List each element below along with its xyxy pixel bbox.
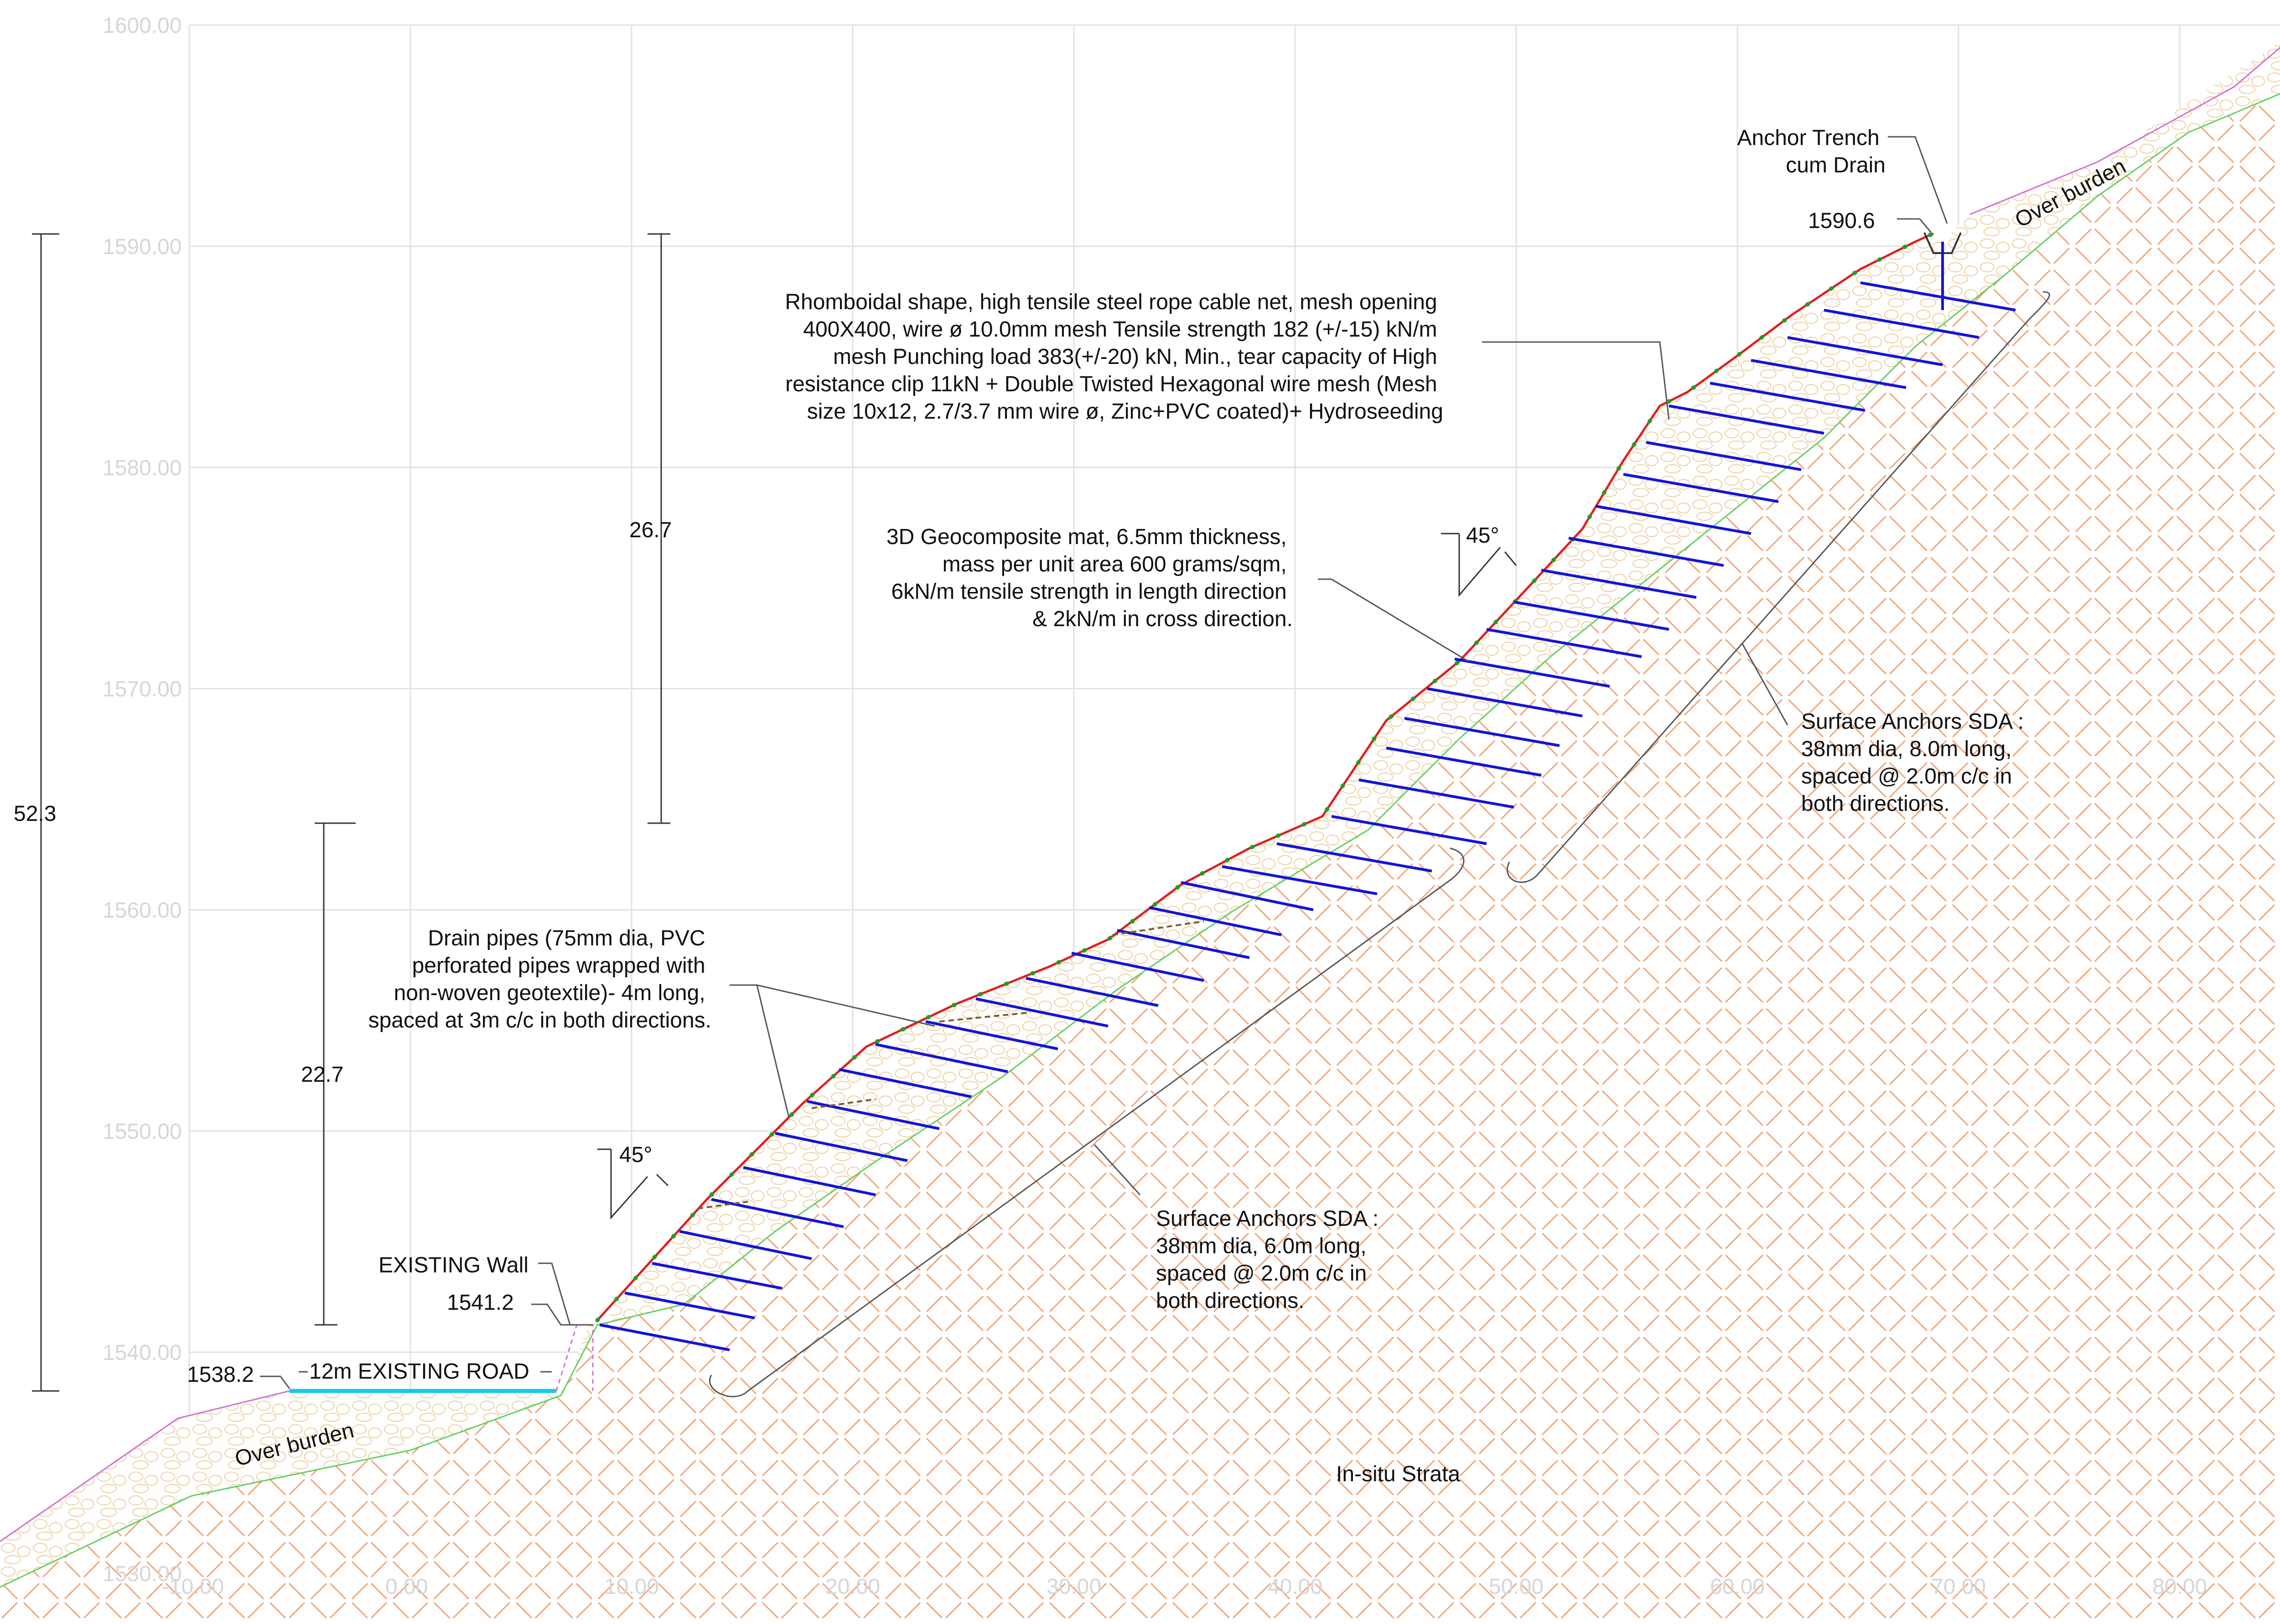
road-label: 12m EXISTING ROAD (309, 1359, 529, 1384)
anchors-lower-note: Surface Anchors SDA : 38mm dia, 6.0m lon… (1156, 1207, 1385, 1313)
dimension-upper-label: 26.7 (629, 518, 672, 542)
crest-level-label: 1590.6 (1808, 209, 1875, 233)
x-tick-70: 70.00 (1931, 1575, 1986, 1599)
slope-facing (596, 232, 1934, 1321)
x-tick-40: 40.00 (1268, 1575, 1322, 1599)
x-tick-10: 10.00 (604, 1575, 659, 1599)
anchor-lower-brace (709, 847, 1465, 1397)
angle-marker-lower (597, 1148, 648, 1219)
x-tick-20: 20.00 (825, 1575, 880, 1599)
ground-surface-line-upper (1969, 47, 2280, 215)
y-tick-1580: 1580.00 (103, 456, 182, 480)
x-tick-50: 50.00 (1489, 1575, 1544, 1599)
angle-lower-label: 45° (619, 1143, 653, 1167)
y-tick-1590: 1590.00 (103, 235, 182, 259)
angle-marker-lower-arc (656, 1173, 669, 1187)
angle-upper-label: 45° (1466, 524, 1499, 548)
drain-pipes (697, 920, 1204, 1209)
cable-net-note: Rhomboidal shape, high tensile steel rop… (785, 290, 1443, 424)
x-tick-0: 0.00 (385, 1575, 428, 1599)
y-tick-1540: 1540.00 (103, 1341, 182, 1365)
road-level-label: 1538.2 (187, 1363, 254, 1387)
x-tick-m10: -10.00 (162, 1575, 224, 1599)
insitu-label: In-situ Strata (1336, 1462, 1460, 1486)
angle-marker-upper-arc (1504, 551, 1517, 566)
y-tick-1600: 1600.00 (103, 14, 182, 38)
geocomposite-note: 3D Geocomposite mat, 6.5mm thickness, ma… (886, 525, 1293, 631)
drain-pipes-note: Drain pipes (75mm dia, PVC perforated pi… (368, 926, 711, 1033)
wall-label: EXISTING Wall (378, 1253, 529, 1277)
x-tick-60: 60.00 (1710, 1575, 1765, 1599)
dimension-lower-label: 22.7 (301, 1063, 343, 1087)
anchors-upper (1222, 281, 2016, 895)
wall-top-level-label: 1541.2 (447, 1291, 514, 1315)
dimension-lower (315, 822, 356, 1326)
dimension-upper (648, 233, 670, 824)
dimension-total-label: 52.3 (14, 802, 56, 826)
ground-surface-line (0, 1390, 290, 1542)
anchors-upper-note: Surface Anchors SDA : 38mm dia, 8.0m lon… (1801, 710, 2030, 816)
angle-marker-upper (1441, 533, 1501, 597)
x-tick-80: 80.00 (2152, 1575, 2207, 1599)
dimension-total (32, 233, 59, 1392)
y-axis-labels: 1530.00 1540.00 1550.00 1560.00 1570.00 … (103, 14, 182, 1586)
y-tick-1560: 1560.00 (103, 898, 182, 923)
overburden-layer (0, 42, 2280, 1587)
y-tick-1570: 1570.00 (103, 677, 182, 701)
x-axis-labels: -10.00 0.00 10.00 20.00 30.00 40.00 50.0… (162, 1575, 2207, 1599)
anchor-trench-label: Anchor Trench cum Drain (1737, 126, 1886, 177)
leader-lines (260, 136, 1948, 1389)
anchors-lower (599, 881, 1314, 1351)
x-tick-30: 30.00 (1047, 1575, 1101, 1599)
y-tick-1550: 1550.00 (103, 1120, 182, 1144)
y-tick-1530: 1530.00 (103, 1562, 182, 1586)
anchor-upper-brace (1506, 291, 2050, 883)
rock-line (0, 93, 2280, 1588)
insitu-strata (0, 93, 2280, 1624)
